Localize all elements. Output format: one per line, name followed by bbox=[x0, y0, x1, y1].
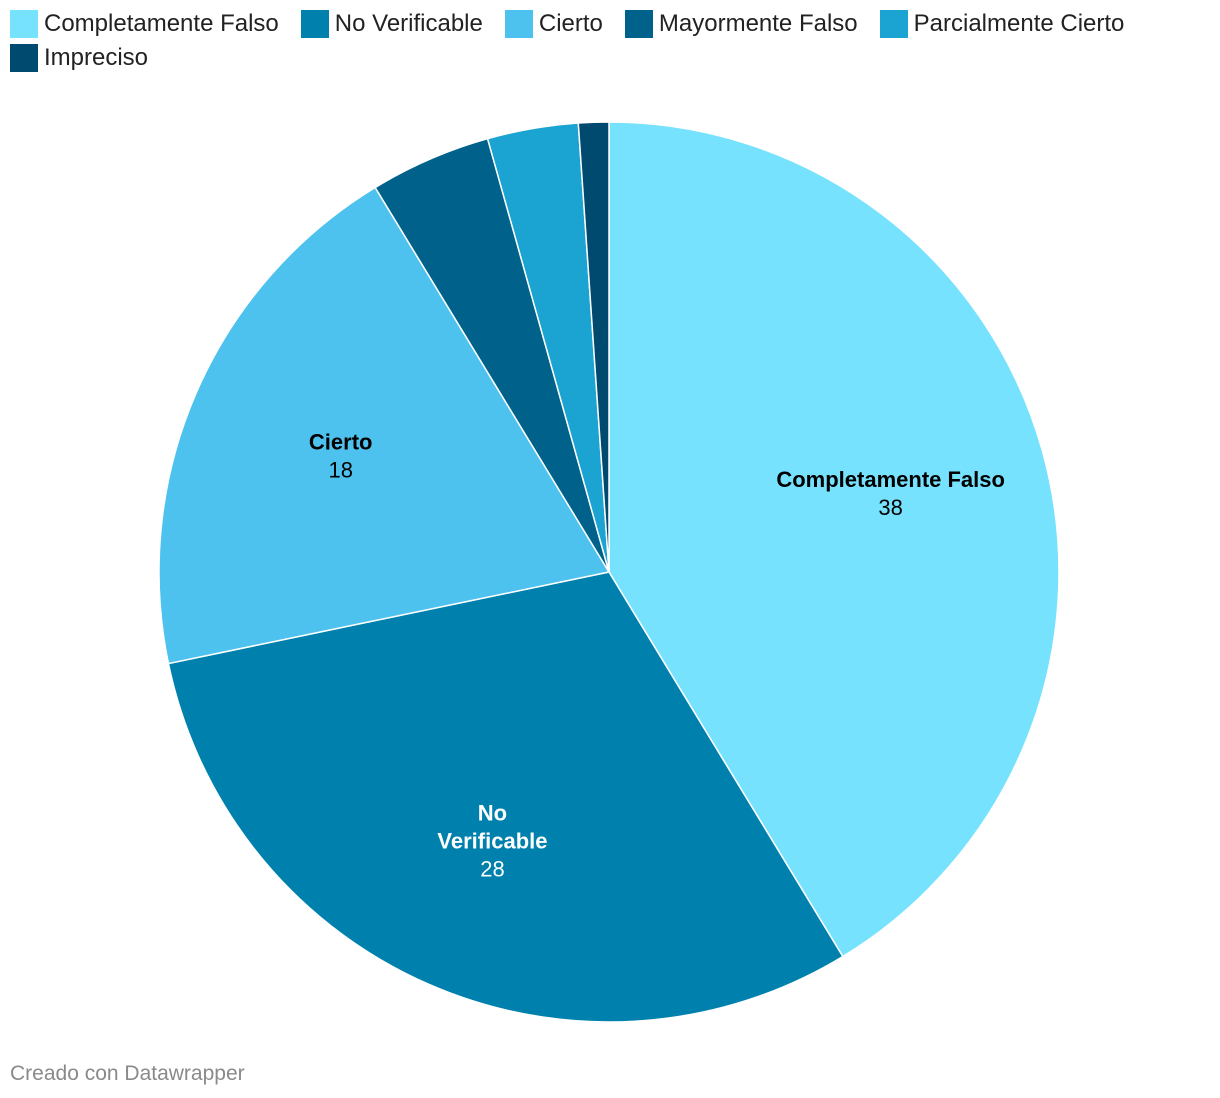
slice-label-value: 38 bbox=[878, 495, 902, 520]
legend-item: Cierto bbox=[504, 10, 603, 38]
legend-label: Mayormente Falso bbox=[658, 10, 858, 37]
slice-label-category: Cierto bbox=[309, 429, 373, 454]
legend-label: Completamente Falso bbox=[44, 10, 279, 37]
pie-slice bbox=[608, 121, 1060, 958]
legend-item: No Verificable bbox=[300, 10, 483, 38]
slice-label-category: Verificable bbox=[437, 828, 547, 853]
legend-item: Completamente Falso bbox=[10, 10, 279, 38]
legend-label: Parcialmente Cierto bbox=[913, 10, 1125, 37]
legend-swatch bbox=[879, 10, 908, 38]
pie-slice bbox=[577, 121, 610, 573]
legend-label: Cierto bbox=[538, 10, 603, 37]
slice-label: Cierto 18 bbox=[309, 429, 373, 482]
legend-swatch bbox=[300, 10, 329, 38]
legend-item: Mayormente Falso bbox=[624, 10, 858, 38]
legend-item: Impreciso bbox=[10, 44, 148, 72]
legend-swatch bbox=[504, 10, 533, 38]
slice-label-category: Completamente Falso bbox=[776, 467, 1005, 492]
legend: Completamente Falso No Verificable Ciert… bbox=[10, 10, 1200, 72]
slice-label-value: 18 bbox=[328, 457, 352, 482]
legend-swatch bbox=[10, 44, 38, 72]
pie-slice bbox=[167, 571, 844, 1023]
slice-label-value: 28 bbox=[480, 856, 504, 881]
pie-slice bbox=[158, 186, 610, 665]
slice-label: No Verificable 28 bbox=[437, 800, 547, 881]
legend-swatch bbox=[10, 10, 38, 38]
legend-label: Impreciso bbox=[44, 44, 149, 71]
slice-label-category: No bbox=[478, 800, 507, 825]
legend-item: Parcialmente Cierto bbox=[879, 10, 1125, 38]
footer-credit: Creado con Datawrapper bbox=[10, 1062, 245, 1085]
legend-label: No Verificable bbox=[334, 10, 483, 37]
legend-swatch bbox=[624, 10, 653, 38]
slice-label: Completamente Falso 38 bbox=[776, 467, 1005, 520]
